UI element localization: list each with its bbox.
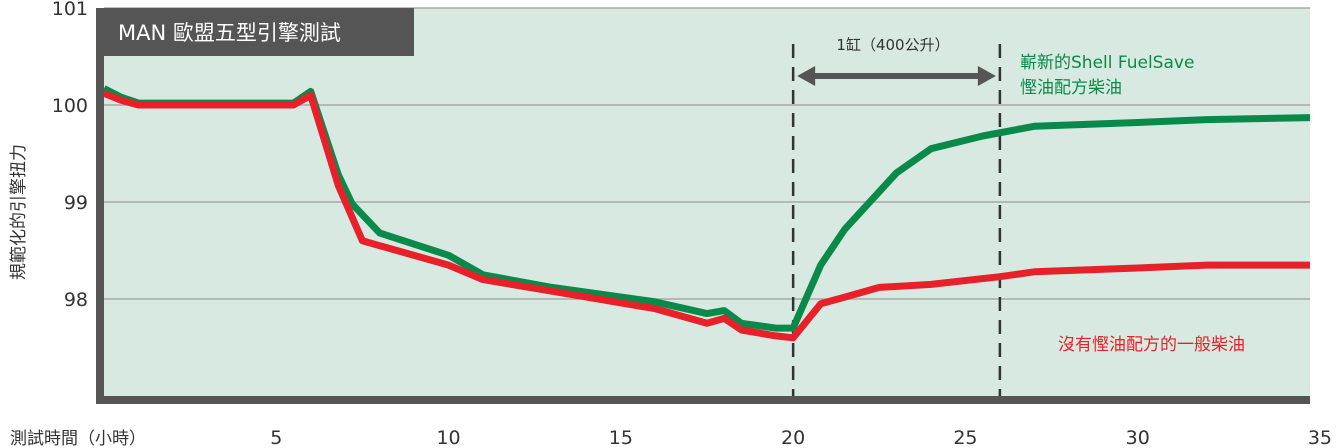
x-axis-ticks: 5 10 15 20 25 30 35 bbox=[270, 427, 1332, 448]
series-group bbox=[102, 85, 1311, 342]
x-tick-label: 30 bbox=[1126, 427, 1150, 448]
red-series-label: 沒有慳油配方的一般柴油 bbox=[1058, 335, 1245, 355]
plot-frame-left bbox=[96, 8, 104, 404]
x-tick-label: 15 bbox=[609, 427, 633, 448]
series-labels: 嶄新的Shell FuelSave 慳油配方柴油 沒有慳油配方的一般柴油 bbox=[1020, 53, 1245, 355]
x-tick-label: 20 bbox=[781, 427, 805, 448]
y-tick-label: 98 bbox=[64, 289, 88, 311]
x-tick-label: 10 bbox=[436, 427, 460, 448]
series-regular-diesel-line bbox=[102, 90, 1310, 342]
y-axis-ticks: 101 100 99 98 bbox=[52, 0, 88, 311]
green-series-label-line2: 慳油配方柴油 bbox=[1020, 78, 1122, 98]
y-tick-label: 100 bbox=[52, 95, 88, 117]
y-tick-label: 101 bbox=[52, 0, 88, 20]
plot-frame-bottom bbox=[96, 396, 1310, 404]
arrow-head-right bbox=[977, 66, 996, 86]
annotation-1-tank: 1缸（400公升） bbox=[797, 36, 996, 86]
x-tick-label: 5 bbox=[270, 427, 282, 448]
x-axis-label: 測試時間（小時） bbox=[10, 429, 146, 448]
annotation-text: 1缸（400公升） bbox=[836, 36, 949, 54]
reference-lines bbox=[791, 44, 1002, 396]
x-tick-label: 35 bbox=[1308, 427, 1332, 448]
y-axis-label: 規範化的引擎扭力 bbox=[9, 144, 29, 280]
x-tick-label: 25 bbox=[953, 427, 977, 448]
arrow-head-left bbox=[797, 66, 816, 86]
chart-title: MAN 歐盟五型引擎測試 bbox=[118, 21, 341, 45]
y-tick-label: 99 bbox=[64, 192, 88, 214]
green-series-label-line1: 嶄新的Shell FuelSave bbox=[1020, 53, 1194, 73]
chart-title-box: MAN 歐盟五型引擎測試 bbox=[104, 8, 414, 56]
